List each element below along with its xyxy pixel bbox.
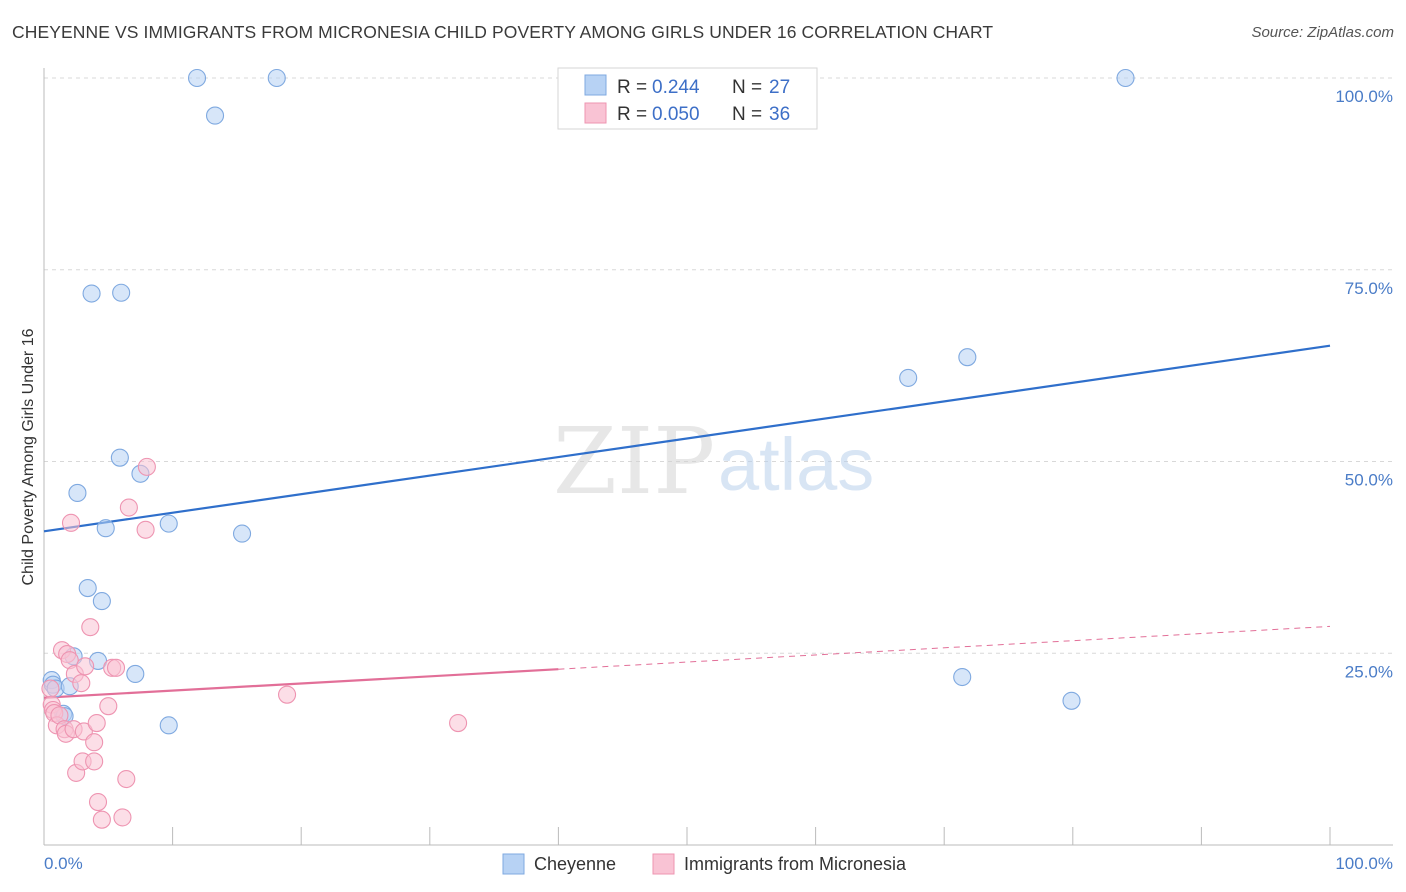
- point-micronesia-32: [137, 457, 156, 476]
- point-cheyenne-24: [958, 348, 977, 367]
- point-micronesia-23: [88, 792, 108, 812]
- point-cheyenne-23: [899, 368, 918, 387]
- legend-r-value-cheyenne: 0.244: [652, 77, 700, 98]
- point-micronesia-34: [449, 713, 468, 733]
- point-cheyenne-20: [205, 106, 225, 125]
- x-tick-label-end: 100.0%: [1335, 854, 1393, 873]
- watermark-atlas: atlas: [718, 423, 874, 506]
- legend-r-label-cheyenne: R =: [617, 77, 647, 98]
- point-cheyenne-13: [110, 448, 129, 467]
- point-cheyenne-19: [187, 68, 207, 88]
- point-cheyenne-14: [112, 283, 131, 302]
- point-cheyenne-12: [96, 519, 115, 538]
- trend-lines: [43, 344, 1331, 699]
- point-micronesia-22: [87, 713, 106, 733]
- point-cheyenne-17: [159, 514, 178, 533]
- point-cheyenne-22: [267, 68, 286, 88]
- bottom-legend-swatch-cheyenne: [502, 853, 525, 875]
- point-micronesia-21: [85, 752, 104, 771]
- point-cheyenne-18: [159, 716, 178, 735]
- point-micronesia-15: [72, 674, 91, 693]
- bottom-legend-swatch-micronesia: [652, 853, 675, 875]
- point-micronesia-11: [61, 513, 81, 532]
- legend-r-value-micronesia: 0.050: [652, 104, 700, 125]
- point-cheyenne-11: [92, 592, 111, 611]
- point-micronesia-18: [76, 657, 95, 676]
- watermark-zip: ZIP: [553, 408, 715, 515]
- legend-n-value-cheyenne: 27: [769, 77, 790, 98]
- x-tick-label-start: 0.0%: [44, 854, 83, 873]
- point-micronesia-28: [113, 808, 132, 827]
- bottom-legend-label-cheyenne: Cheyenne: [534, 854, 616, 874]
- trend-line-1: [43, 668, 559, 699]
- legend-swatch-micronesia: [584, 102, 607, 124]
- point-micronesia-33: [278, 685, 297, 704]
- legend-n-label-micronesia: N =: [732, 104, 762, 125]
- point-cheyenne-27: [1116, 68, 1135, 88]
- point-micronesia-0: [41, 679, 60, 698]
- data-points: [41, 68, 1135, 829]
- axes: [43, 68, 1393, 846]
- bottom-legend-label-micronesia: Immigrants from Micronesia: [684, 854, 907, 874]
- point-cheyenne-9: [82, 284, 101, 303]
- chart-source: Source: ZipAtlas.com: [1251, 24, 1394, 41]
- point-micronesia-29: [117, 769, 136, 789]
- point-micronesia-30: [119, 498, 138, 517]
- point-micronesia-24: [92, 810, 111, 829]
- y-tick-label-0: 25.0%: [1345, 662, 1393, 681]
- legend-swatch-cheyenne: [584, 74, 607, 96]
- legend-r-label-micronesia: R =: [617, 104, 647, 125]
- legend-n-value-micronesia: 36: [769, 104, 790, 125]
- chart-title: CHEYENNE VS IMMIGRANTS FROM MICRONESIA C…: [12, 22, 994, 42]
- y-tick-label-3: 100.0%: [1335, 87, 1393, 106]
- y-tick-label-2: 75.0%: [1345, 279, 1393, 298]
- stats-legend: R = 0.244 N = 27 R = 0.050 N = 36: [557, 67, 818, 130]
- point-cheyenne-21: [232, 524, 252, 543]
- point-micronesia-27: [106, 658, 126, 677]
- y-axis-title: Child Poverty Among Girls Under 16: [20, 328, 37, 585]
- series-legend: Cheyenne Immigrants from Micronesia: [502, 853, 907, 875]
- point-cheyenne-8: [78, 579, 97, 598]
- trend-line-0: [43, 344, 1331, 533]
- point-micronesia-19: [81, 618, 100, 637]
- point-micronesia-25: [99, 697, 118, 716]
- point-micronesia-20: [85, 733, 104, 752]
- point-cheyenne-26: [1062, 691, 1081, 710]
- point-cheyenne-7: [68, 483, 87, 502]
- watermark: ZIP atlas: [553, 408, 874, 515]
- y-tick-labels: 25.0% 50.0% 75.0% 100.0%: [1335, 87, 1393, 681]
- trend-line-extension-1: [558, 625, 1331, 670]
- point-cheyenne-15: [126, 664, 145, 684]
- legend-n-label-cheyenne: N =: [732, 77, 762, 98]
- point-cheyenne-25: [953, 667, 972, 687]
- point-micronesia-31: [136, 520, 155, 539]
- y-tick-label-1: 50.0%: [1345, 471, 1393, 490]
